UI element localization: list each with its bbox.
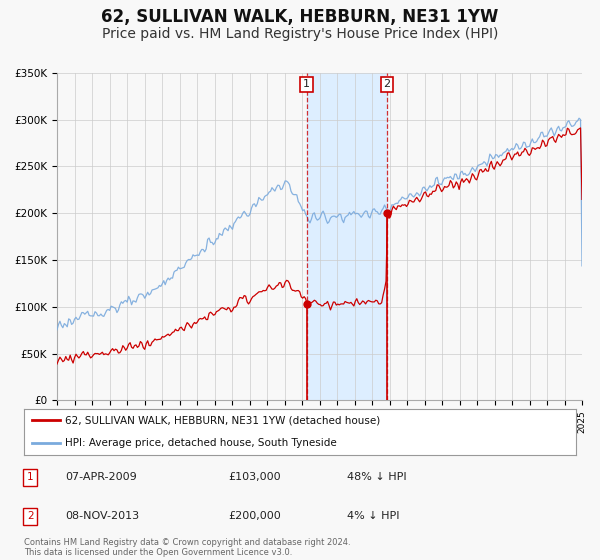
Text: HPI: Average price, detached house, South Tyneside: HPI: Average price, detached house, Sout… [65, 438, 337, 448]
Text: 07-APR-2009: 07-APR-2009 [65, 472, 137, 482]
Text: 62, SULLIVAN WALK, HEBBURN, NE31 1YW (detached house): 62, SULLIVAN WALK, HEBBURN, NE31 1YW (de… [65, 416, 380, 425]
Bar [307, 73, 387, 400]
Text: £200,000: £200,000 [228, 511, 281, 521]
Text: 62, SULLIVAN WALK, HEBBURN, NE31 1YW: 62, SULLIVAN WALK, HEBBURN, NE31 1YW [101, 8, 499, 26]
Text: 1: 1 [27, 472, 34, 482]
Text: 48% ↓ HPI: 48% ↓ HPI [347, 472, 407, 482]
Text: 4% ↓ HPI: 4% ↓ HPI [347, 511, 400, 521]
Text: 2: 2 [27, 511, 34, 521]
Text: £103,000: £103,000 [228, 472, 281, 482]
Text: Contains HM Land Registry data © Crown copyright and database right 2024.
This d: Contains HM Land Registry data © Crown c… [24, 538, 350, 557]
Text: Price paid vs. HM Land Registry's House Price Index (HPI): Price paid vs. HM Land Registry's House … [102, 27, 498, 41]
Text: 2: 2 [383, 80, 391, 90]
Text: 08-NOV-2013: 08-NOV-2013 [65, 511, 140, 521]
Text: 1: 1 [303, 80, 310, 90]
